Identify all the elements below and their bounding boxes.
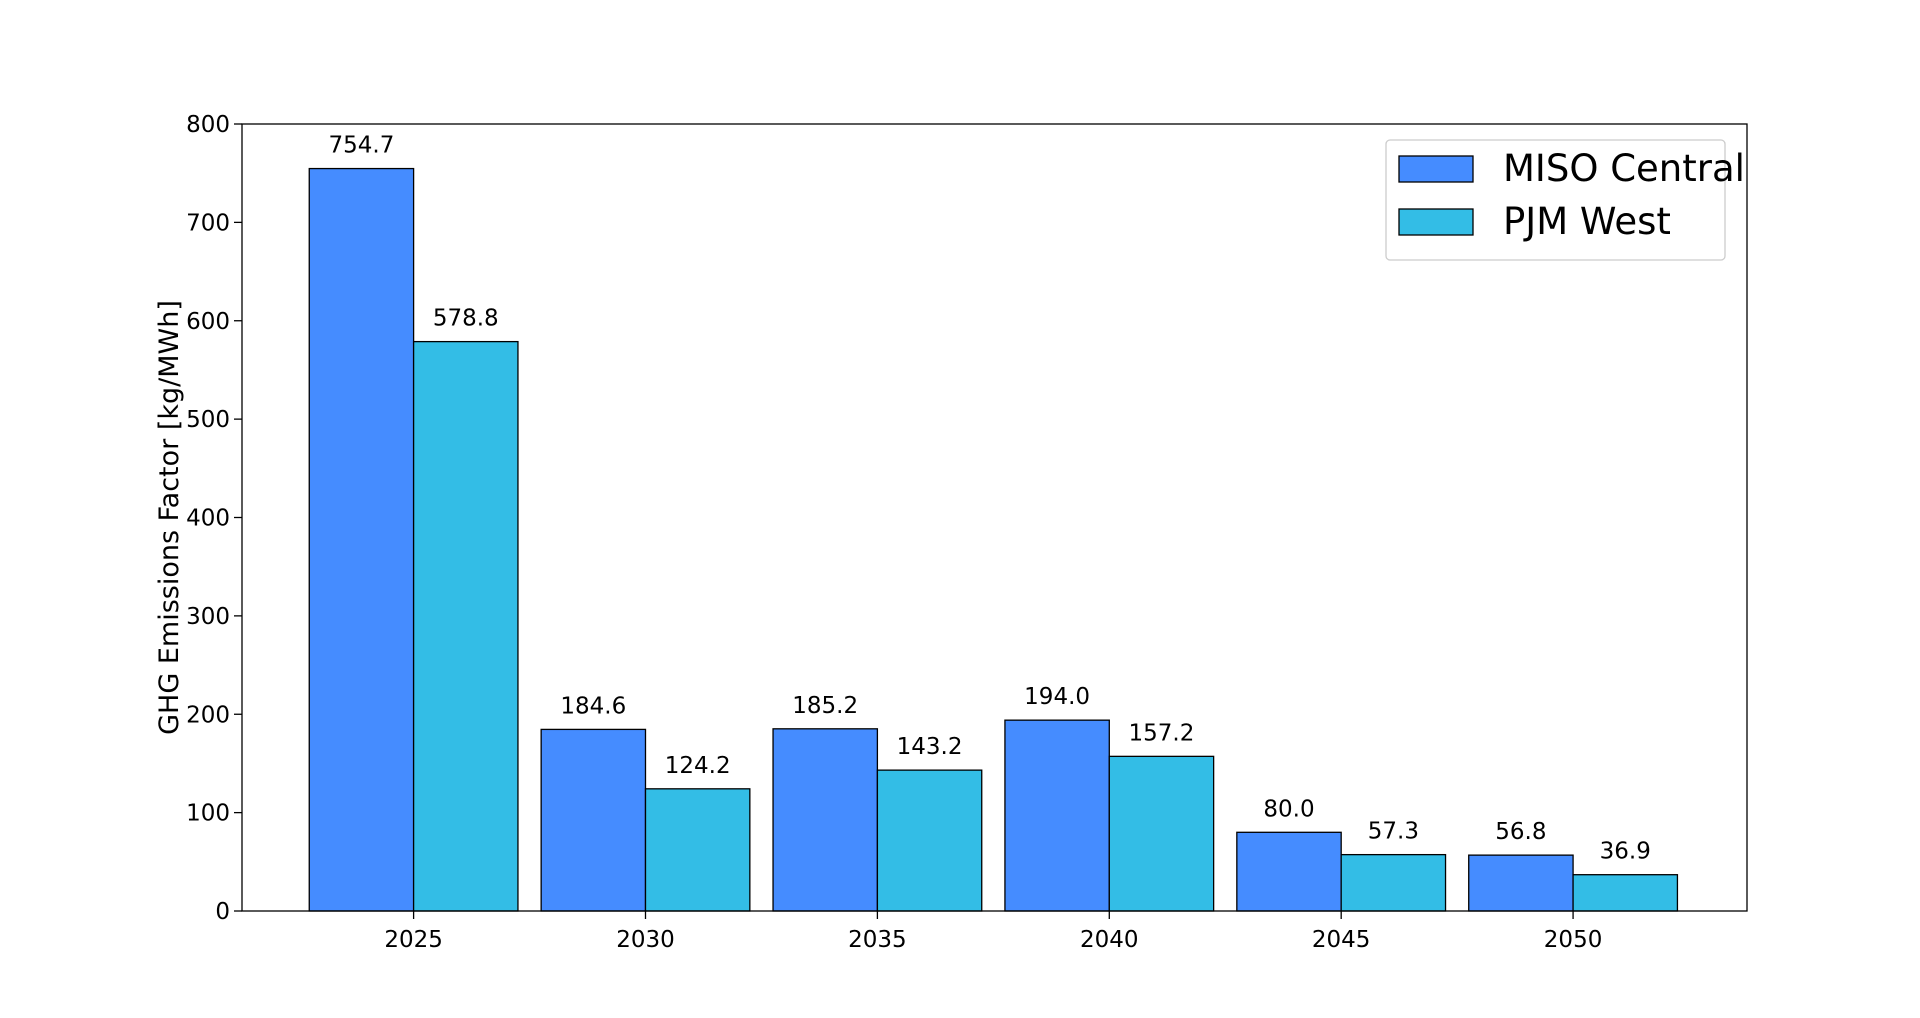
bar-pjm-west-2045 xyxy=(1340,853,1447,912)
bar-miso-central-2030 xyxy=(540,728,647,912)
bar-value-label: 578.8 xyxy=(433,306,499,332)
bar-value-label: 194.0 xyxy=(1024,684,1090,710)
bar-value-label: 143.2 xyxy=(897,734,963,760)
bar-pjm-west-2035 xyxy=(876,769,983,912)
bar-value-label: 80.0 xyxy=(1263,796,1314,822)
y-tick-label: 0 xyxy=(215,899,230,925)
y-tick-label: 700 xyxy=(186,210,230,236)
y-axis-title: GHG Emissions Factor [kg/MWh] xyxy=(154,300,185,735)
y-tick-label: 100 xyxy=(186,801,230,827)
bar-miso-central-2035 xyxy=(772,728,879,912)
y-tick-label: 800 xyxy=(186,112,230,138)
bars-layer xyxy=(308,167,1679,912)
legend-label-pjm-west: PJM West xyxy=(1503,200,1671,243)
x-tick-label: 2035 xyxy=(848,927,907,953)
y-tick-label: 600 xyxy=(186,309,230,335)
bar-value-label: 124.2 xyxy=(665,753,731,779)
legend-label-miso-central: MISO Central xyxy=(1503,147,1745,190)
y-tick-label: 300 xyxy=(186,604,230,630)
bar-value-label: 185.2 xyxy=(792,693,858,719)
bar-miso-central-2025 xyxy=(308,167,415,912)
bar-value-label: 56.8 xyxy=(1495,819,1546,845)
x-tick-label: 2045 xyxy=(1312,927,1371,953)
bar-pjm-west-2025 xyxy=(412,340,519,912)
x-tick-label: 2040 xyxy=(1080,927,1139,953)
legend-swatch-pjm-west xyxy=(1398,208,1474,236)
bar-pjm-west-2030 xyxy=(644,788,751,912)
x-tick-label: 2050 xyxy=(1544,927,1603,953)
bar-miso-central-2040 xyxy=(1004,719,1110,912)
bar-pjm-west-2050 xyxy=(1572,874,1679,912)
bar-value-label: 36.9 xyxy=(1600,839,1651,865)
bar-value-label: 184.6 xyxy=(560,693,626,719)
x-tick-label: 2030 xyxy=(616,927,675,953)
bar-value-label: 57.3 xyxy=(1368,819,1419,845)
bar-value-labels: 754.7 184.6 185.2 194.0 80.0 56.8 578.8 124.2 14… xyxy=(328,133,1650,865)
y-tick-label: 500 xyxy=(186,407,230,433)
bar-value-label: 157.2 xyxy=(1129,720,1195,746)
legend-swatch-miso-central xyxy=(1398,155,1474,183)
bar-miso-central-2050 xyxy=(1468,854,1574,912)
bar-pjm-west-2040 xyxy=(1108,755,1215,912)
y-axis: 0 100 200 300 400 500 600 700 800 xyxy=(186,112,242,925)
legend: MISO Central PJM West xyxy=(1385,139,1745,261)
x-tick-label: 2025 xyxy=(384,927,443,953)
y-tick-label: 400 xyxy=(186,506,230,532)
bar-value-label: 754.7 xyxy=(328,133,394,159)
y-tick-label: 200 xyxy=(186,702,230,728)
x-axis: 2025 2030 2035 2040 2045 2050 xyxy=(384,911,1602,953)
bar-miso-central-2045 xyxy=(1236,831,1342,912)
